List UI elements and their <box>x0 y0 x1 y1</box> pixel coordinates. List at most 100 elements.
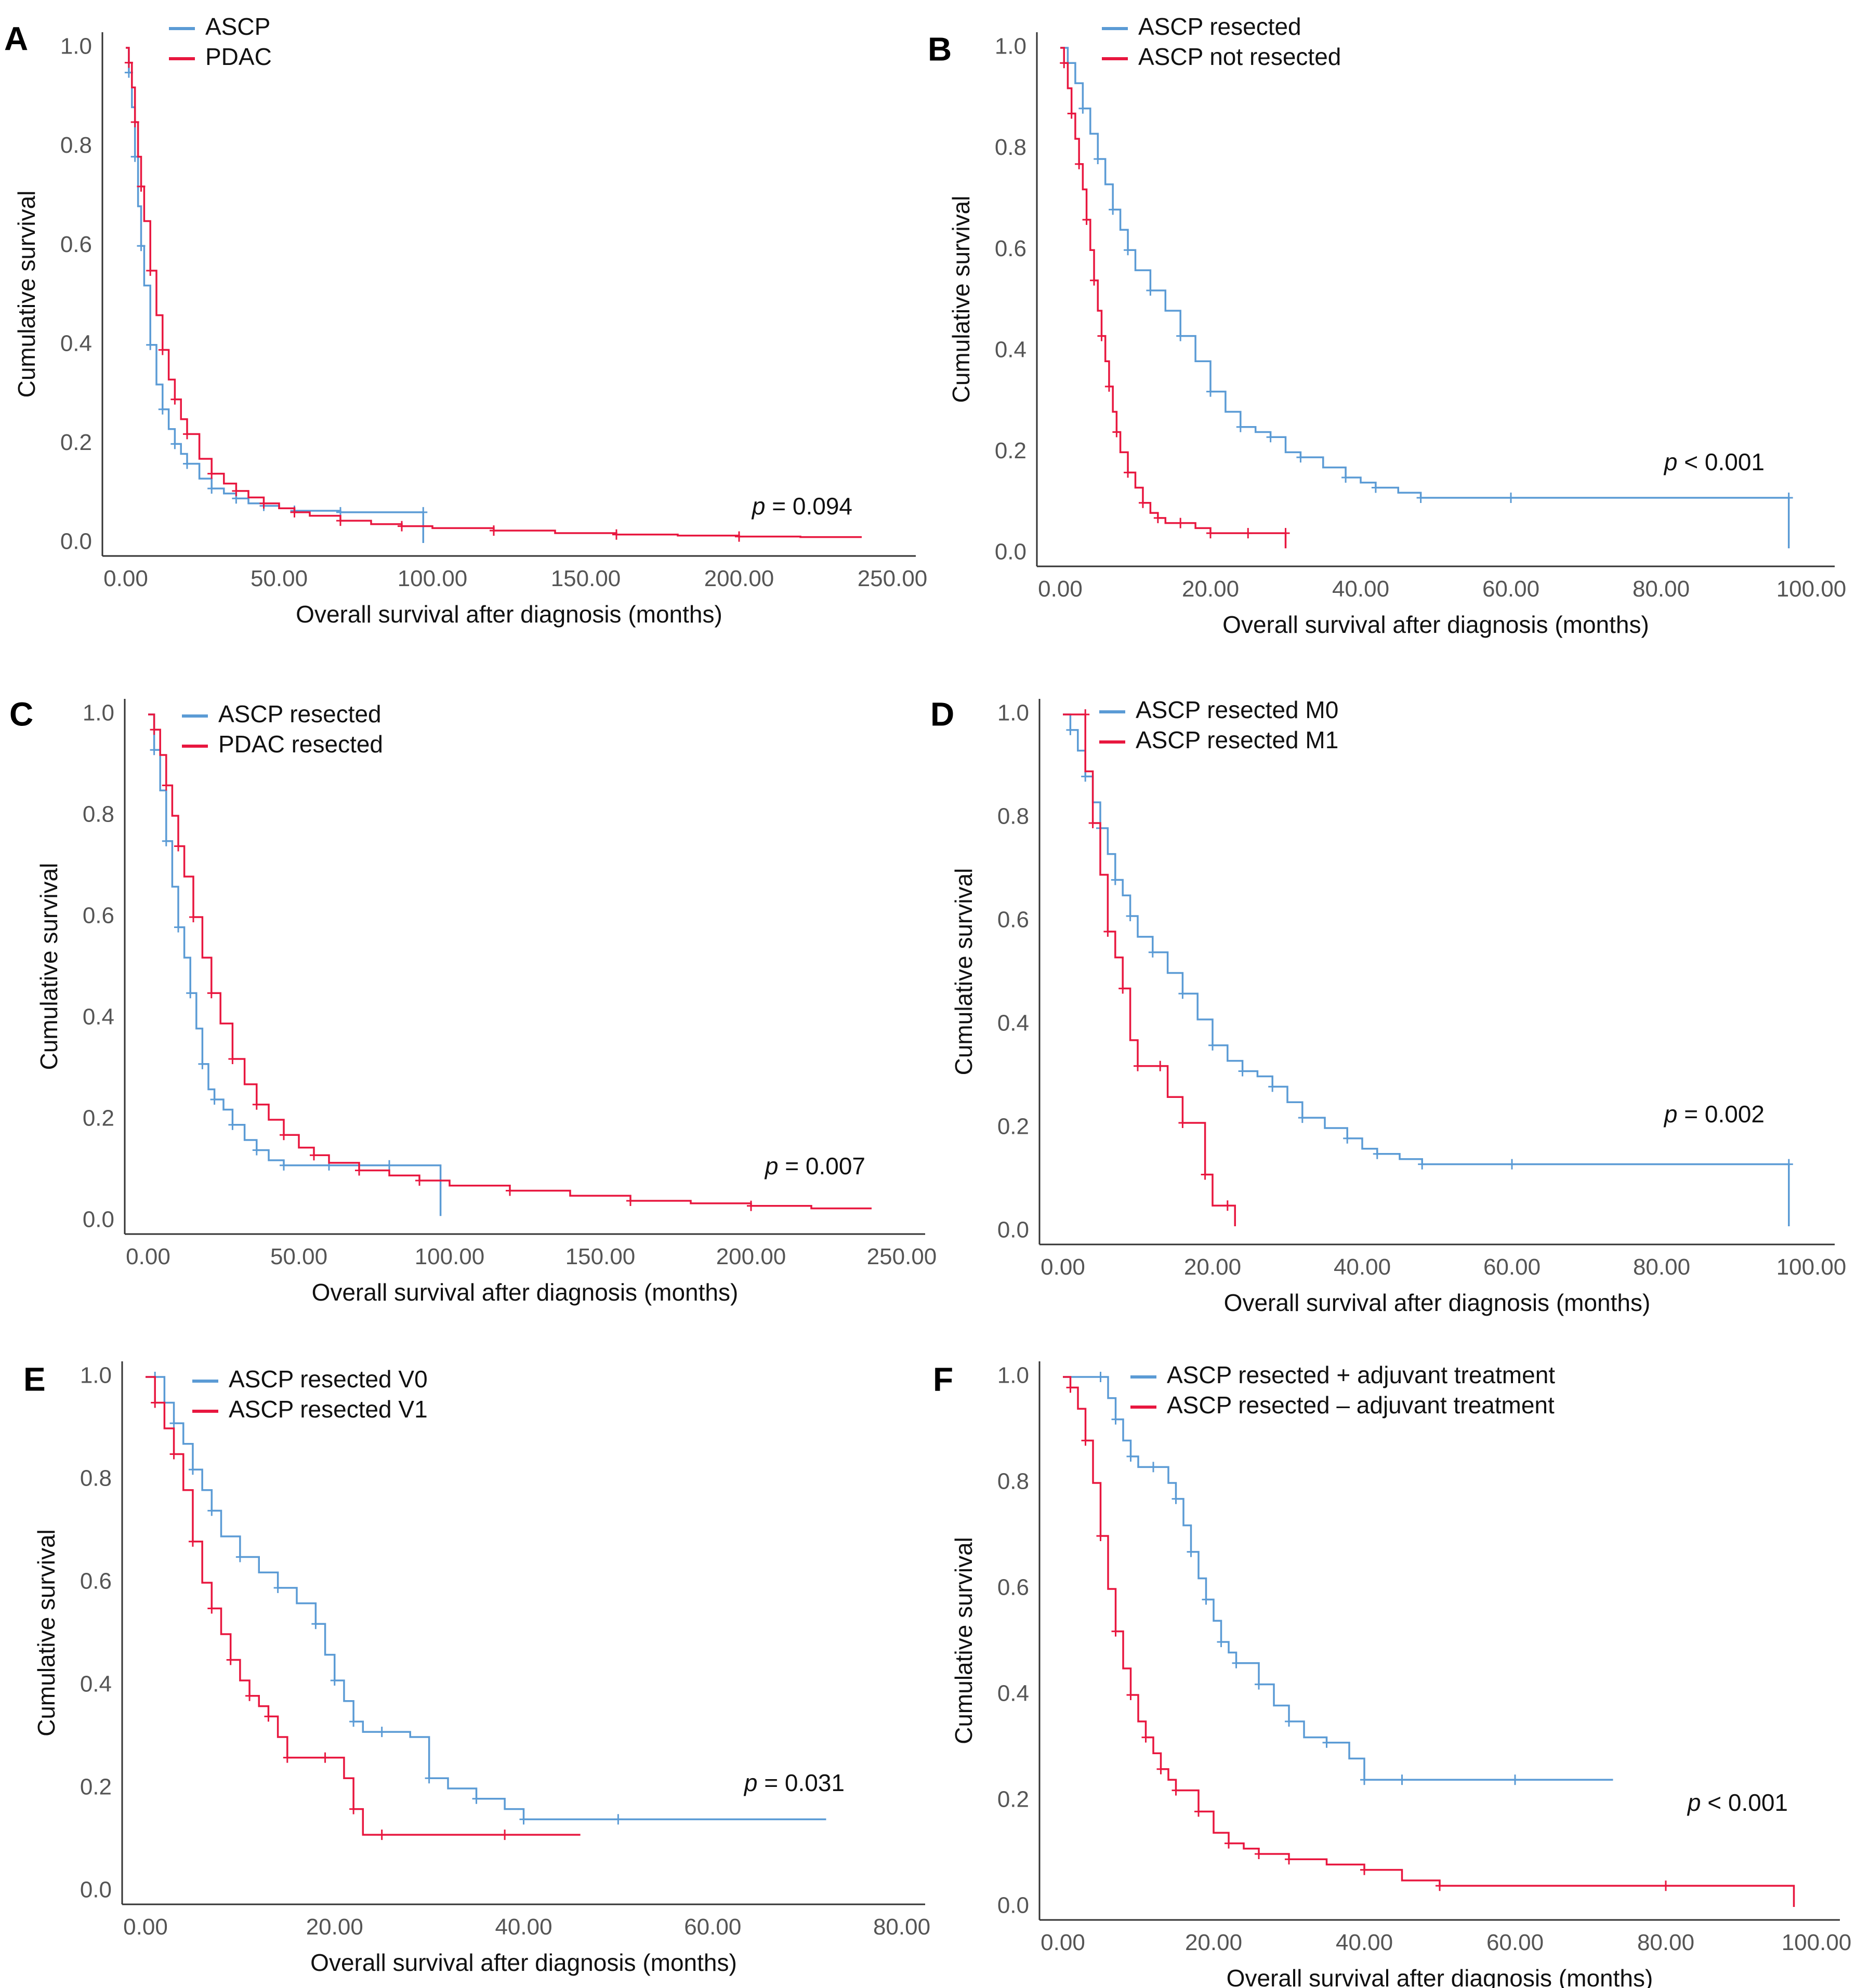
panel-b: B 0.0 0.2 0.4 0.6 0.8 1.0 0.00 20.00 40.00 60.00 80… <box>928 13 1846 638</box>
censor-mark <box>385 1160 393 1171</box>
y-axis-title: Cumulative survival <box>13 191 40 398</box>
censor-mark <box>614 1814 623 1825</box>
censor-marks <box>150 745 393 1171</box>
y-tick-label: 0.4 <box>80 1672 112 1697</box>
y-axis-title: Cumulative survival <box>950 868 977 1076</box>
censor-mark <box>1141 1732 1150 1743</box>
censor-mark <box>162 836 170 846</box>
censor-marks <box>1066 1382 1670 1891</box>
censor-mark <box>1148 947 1157 958</box>
censor-mark <box>226 1654 235 1665</box>
y-tick-label: 1.0 <box>83 700 114 726</box>
censor-marks <box>1096 1372 1519 1785</box>
x-axis-title: Overall survival after diagnosis (months… <box>1224 1289 1651 1316</box>
legend-entry: PDAC resected <box>218 731 383 758</box>
censor-marks <box>150 724 755 1211</box>
censor-mark <box>280 1160 288 1171</box>
censor-mark <box>245 1690 254 1701</box>
y-tick-label: 1.0 <box>995 34 1026 59</box>
censor-mark <box>1373 1148 1381 1159</box>
y-tick-label: 0.6 <box>60 232 92 257</box>
censor-mark <box>146 339 155 350</box>
censor-mark <box>1255 1679 1263 1690</box>
legend-entry: ASCP resected M0 <box>1136 696 1338 723</box>
x-tick-label: 0.00 <box>123 1914 168 1940</box>
y-tick-label: 0.2 <box>995 438 1026 463</box>
y-tick-label: 1.0 <box>60 34 92 59</box>
y-tick-label: 0.4 <box>83 1004 114 1030</box>
censor-mark <box>1066 724 1075 735</box>
censor-mark <box>1146 285 1155 296</box>
x-tick-label: 50.00 <box>270 1244 327 1269</box>
censor-mark <box>1096 1372 1105 1382</box>
censor-mark <box>1285 1854 1293 1865</box>
censor-mark <box>1067 108 1076 119</box>
censor-mark <box>124 57 133 68</box>
censor-mark <box>1096 1531 1105 1541</box>
survival-curve-group2 <box>146 1376 581 1836</box>
x-tick-label: 20.00 <box>1184 1254 1241 1280</box>
panel-e: E 0.0 0.2 0.4 0.6 0.8 1.0 0.00 20.00 40.00 60.00 80… <box>23 1360 930 1976</box>
censor-mark <box>490 525 498 536</box>
censor-mark <box>207 468 216 479</box>
censor-mark <box>280 1130 288 1141</box>
censor-mark <box>1081 709 1090 720</box>
censor-mark <box>170 394 179 405</box>
censor-mark <box>290 507 299 518</box>
censor-mark <box>1201 1169 1209 1180</box>
censor-mark <box>1090 275 1099 286</box>
censor-mark <box>1178 1118 1187 1129</box>
x-tick-label: 100.00 <box>398 566 468 591</box>
censor-mark <box>1138 497 1147 508</box>
x-tick-label: 100.00 <box>1776 576 1847 602</box>
y-tick-label: 0.0 <box>83 1207 114 1232</box>
survival-curve-group1 <box>126 47 425 543</box>
censor-mark <box>259 498 268 509</box>
legend-entry: ASCP resected V1 <box>229 1396 428 1423</box>
x-tick-label: 80.00 <box>1633 1254 1690 1280</box>
censor-mark <box>1360 1774 1368 1785</box>
survival-curve-group1 <box>1063 713 1790 1227</box>
y-tick-label: 0.2 <box>80 1774 112 1800</box>
censor-mark <box>1134 1061 1142 1071</box>
censor-mark <box>1111 874 1120 885</box>
survival-curve-group2 <box>1063 1376 1795 1907</box>
censor-mark <box>183 429 191 440</box>
legend-entry: ASCP resected M1 <box>1136 726 1338 753</box>
censor-mark <box>174 922 182 933</box>
censor-mark <box>1217 1637 1226 1647</box>
y-tick-label: 0.0 <box>995 539 1026 565</box>
censor-mark <box>283 1752 292 1763</box>
censor-mark <box>228 1054 237 1064</box>
survival-curve-group2 <box>148 713 872 1210</box>
censor-mark <box>1266 432 1275 443</box>
legend-entry: ASCP resected – adjuvant treatment <box>1167 1391 1555 1419</box>
censor-mark <box>1097 330 1106 341</box>
censor-mark <box>162 780 170 791</box>
y-tick-label: 0.6 <box>80 1569 112 1594</box>
y-tick-label: 0.8 <box>995 135 1026 160</box>
censor-mark <box>1104 381 1113 392</box>
censor-marks <box>151 1372 623 1825</box>
censor-mark <box>1662 1880 1670 1891</box>
censor-mark <box>419 507 428 518</box>
censor-mark <box>1176 518 1185 528</box>
censor-mark <box>1124 245 1133 256</box>
p-value: p < 0.001 <box>1687 1789 1788 1816</box>
y-axis-title: Cumulative survival <box>33 1529 60 1737</box>
censor-mark <box>349 1716 358 1727</box>
censor-mark <box>1784 492 1793 503</box>
y-tick-label: 0.2 <box>997 1114 1029 1139</box>
censor-mark <box>1075 158 1084 169</box>
censor-mark <box>158 344 167 355</box>
censor-mark <box>472 1793 481 1804</box>
x-tick-label: 80.00 <box>1633 576 1690 602</box>
censor-mark <box>252 1145 261 1156</box>
y-tick-label: 0.6 <box>83 903 114 929</box>
censor-mark <box>169 1449 178 1460</box>
censor-mark <box>1088 817 1097 828</box>
y-tick-label: 0.2 <box>83 1106 114 1131</box>
y-tick-label: 1.0 <box>80 1363 112 1388</box>
legend-entry: ASCP resected + adjuvant treatment <box>1167 1361 1555 1388</box>
censor-mark <box>1111 1414 1120 1425</box>
